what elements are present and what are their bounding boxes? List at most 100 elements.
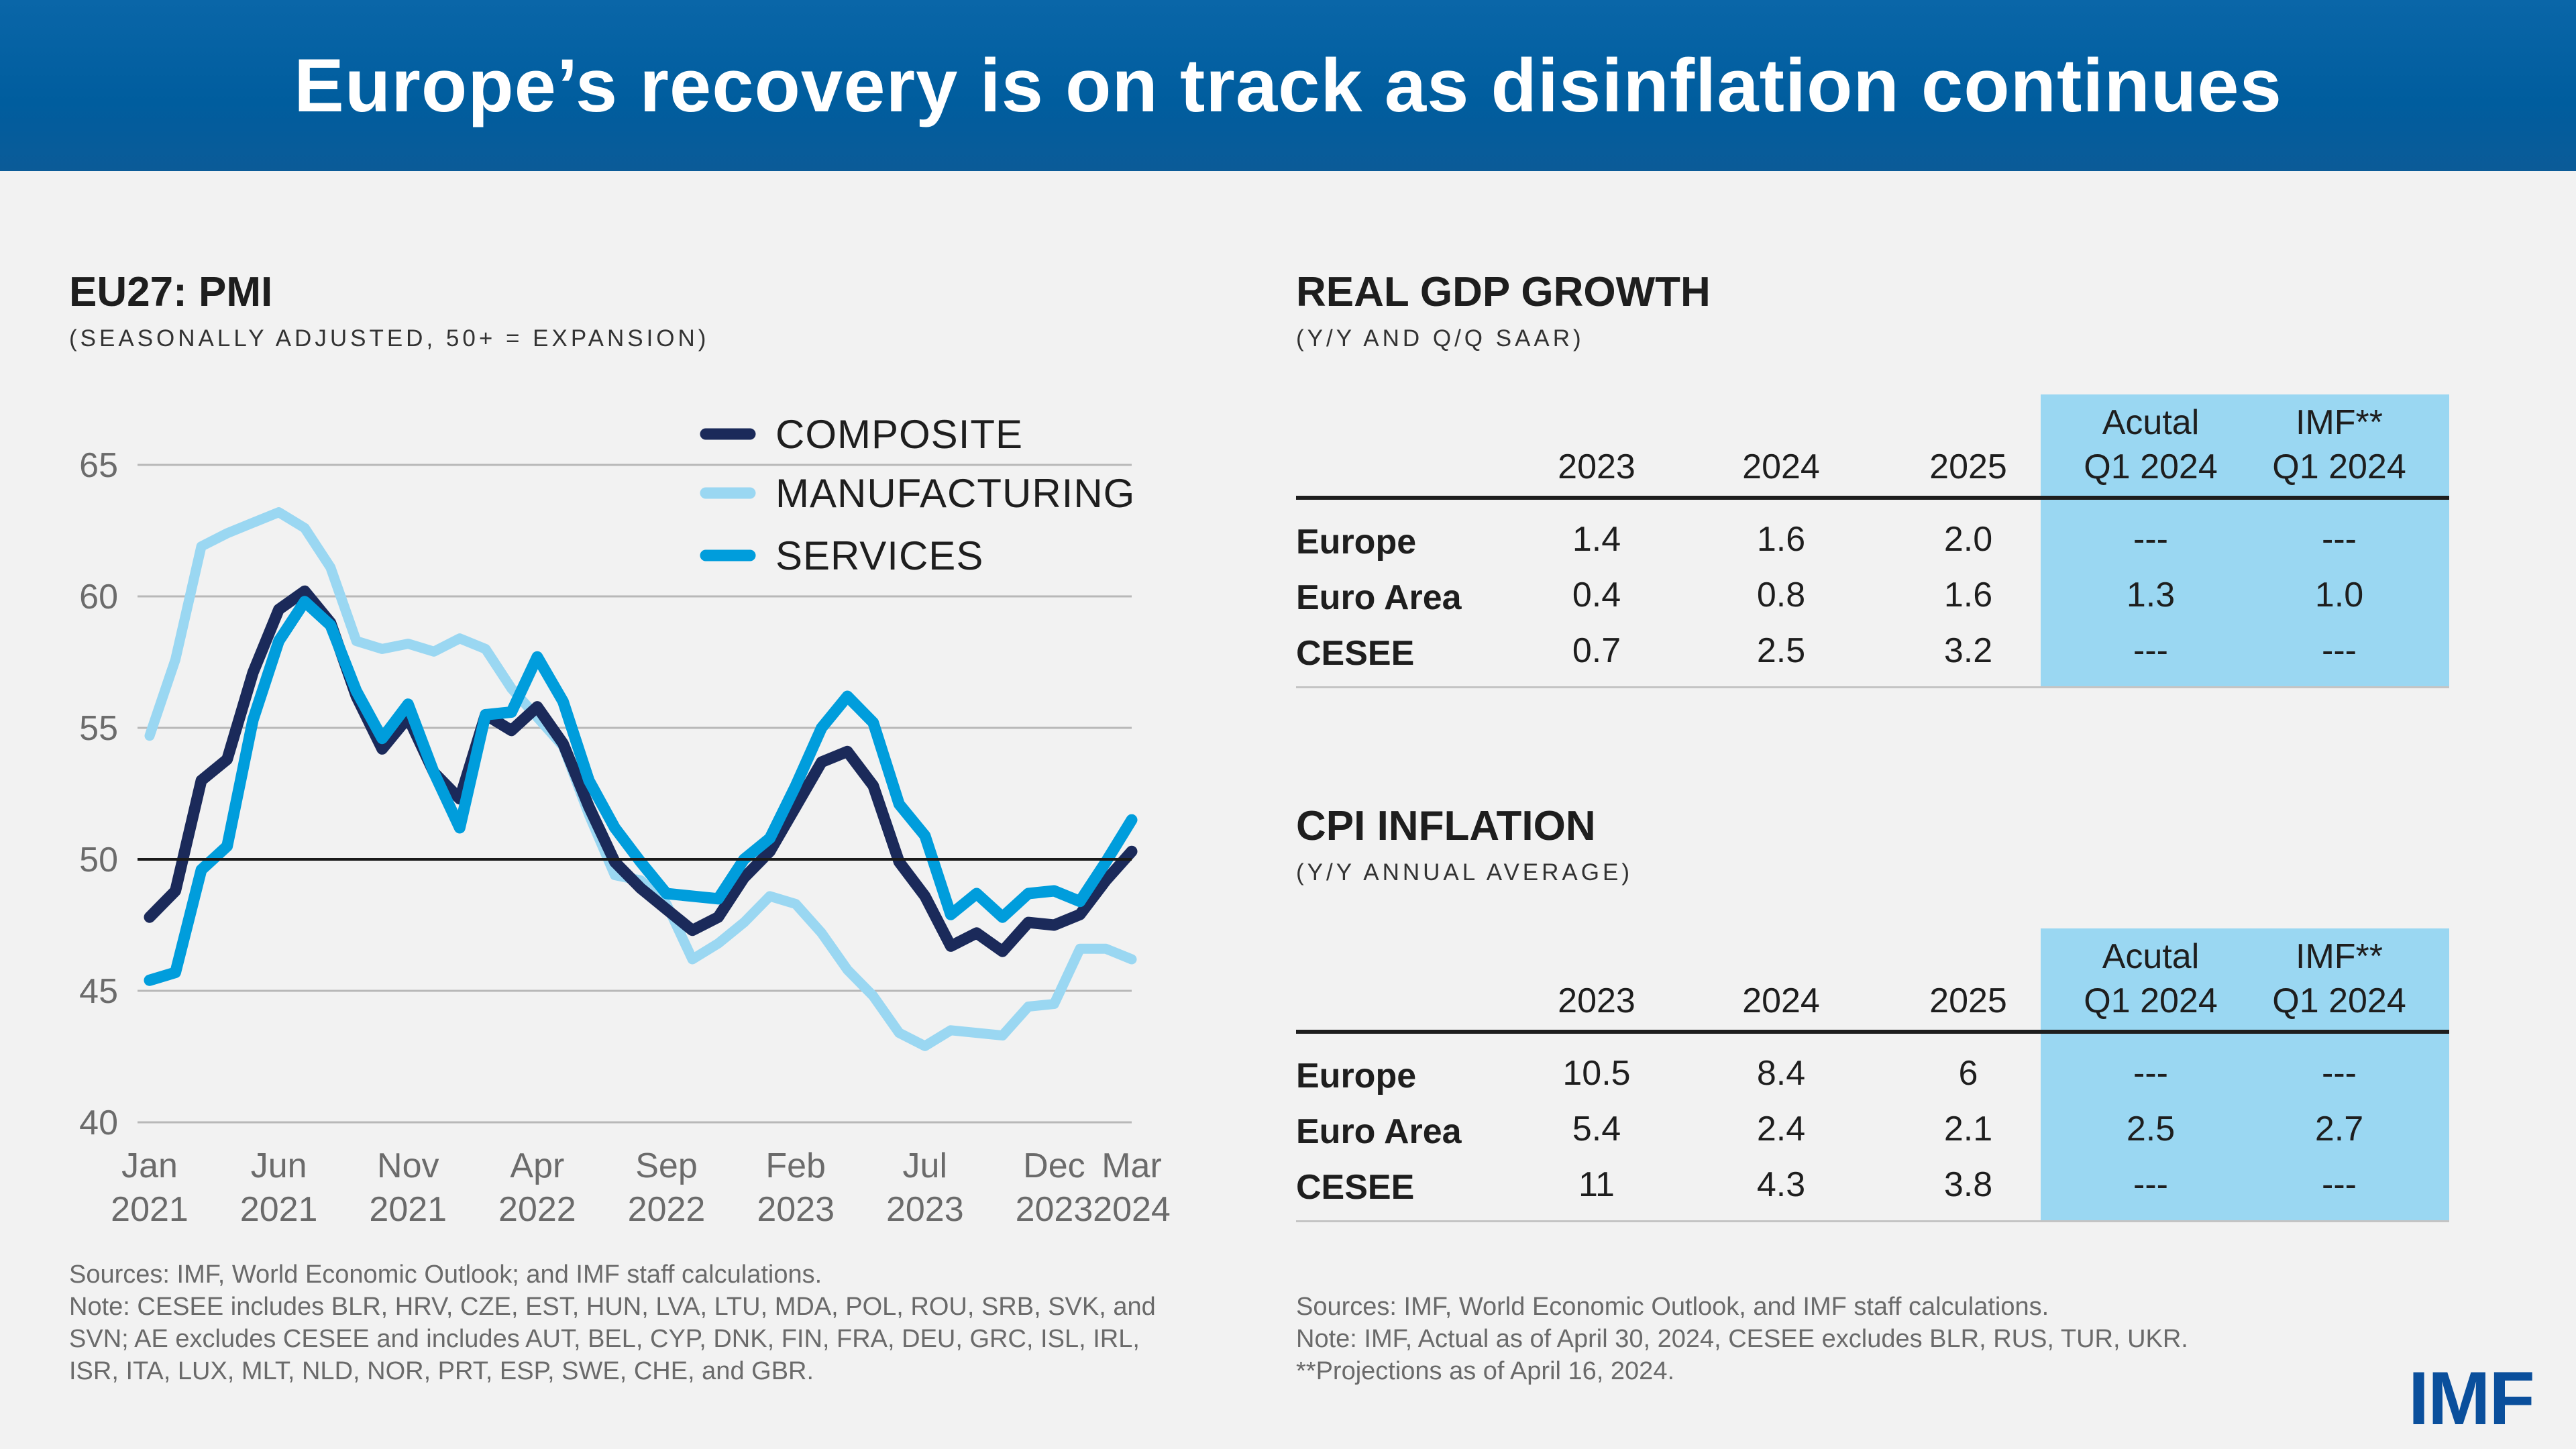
x-tick-label-month: Jul (903, 1146, 947, 1185)
cpi-table: 2023 2024 2025 Acutal Q1 2024 IMF** Q1 2024 Eur… (0, 928, 2576, 1230)
y-tick-label: 40 (79, 1104, 118, 1142)
tables-footnotes: Sources: IMF, World Economic Outlook, an… (1296, 1291, 2188, 1387)
pmi-chart-subtitle: (SEASONALLY ADJUSTED, 50+ = EXPANSION) (69, 325, 710, 352)
highlight-column-header-line2: Q1 2024 (2272, 447, 2406, 486)
row-label: Europe (1296, 1057, 1417, 1095)
table-cell: 0.4 (1572, 576, 1621, 614)
table-cell: 2.0 (1943, 520, 1993, 559)
x-tick-label-year: 2022 (498, 1190, 576, 1229)
column-header: 2024 (1742, 981, 1820, 1020)
row-label: CESEE (1296, 1168, 1415, 1207)
row-label: Europe (1296, 523, 1417, 561)
pmi-line-chart: 40 45 50 55 60 65 Jan 2021 Jun 2021 Nov 2021 Apr 2022… (79, 412, 1171, 1229)
gdp-table-title: REAL GDP GROWTH (1296, 269, 1711, 315)
tables-sources-line: Sources: IMF, World Economic Outlook, an… (1296, 1293, 2049, 1321)
header-rule (1296, 496, 2449, 500)
tables-projection-note: **Projections as of April 16, 2024. (1296, 1357, 1675, 1385)
table-cell: 3.8 (1943, 1165, 1993, 1204)
x-tick-label-year: 2023 (1016, 1190, 1093, 1229)
x-tick-label-month: Jan (121, 1146, 178, 1185)
legend-label-composite: COMPOSITE (775, 412, 1023, 457)
highlight-column-background (2041, 928, 2449, 1221)
x-tick-label-month: Nov (377, 1146, 439, 1185)
series-line-composite (144, 585, 1138, 957)
column-header: 2024 (1742, 447, 1820, 486)
table-cell: 6 (1958, 1054, 1978, 1093)
highlight-column-background (2041, 394, 2449, 687)
x-tick-label-month: Sep (635, 1146, 698, 1185)
table-cell: --- (2322, 631, 2357, 670)
highlight-column-header-line2: Q1 2024 (2084, 447, 2218, 486)
table-cell: 0.8 (1756, 576, 1806, 614)
pmi-note-line: ISR, ITA, LUX, MLT, NLD, NOR, PRT, ESP, … (69, 1357, 814, 1385)
table-cell: --- (2322, 1054, 2357, 1093)
header-rule (1296, 1030, 2449, 1034)
table-cell: 1.6 (1943, 576, 1993, 614)
pmi-chart-title: EU27: PMI (69, 269, 273, 315)
highlight-column-header-line1: IMF** (2296, 937, 2383, 976)
x-tick-label-month: Apr (510, 1146, 564, 1185)
legend-label-services: SERVICES (775, 533, 983, 578)
pmi-note-line: SVN; AE excludes CESEE and includes AUT,… (69, 1325, 1140, 1353)
series-line-services (144, 596, 1138, 986)
table-cell: 2.7 (2314, 1110, 2364, 1148)
column-header: 2025 (1929, 447, 2007, 486)
legend-label-manufacturing: MANUFACTURING (775, 471, 1135, 516)
gdp-table-subtitle: (Y/Y AND Q/Q SAAR) (1296, 325, 1585, 352)
table-cell: --- (2133, 1165, 2168, 1204)
x-tick-label-month: Mar (1102, 1146, 1162, 1185)
column-header: 2025 (1929, 981, 2007, 1020)
imf-logo: IMF (2408, 1356, 2535, 1440)
x-tick-label-year: 2021 (240, 1190, 318, 1229)
cpi-table-subtitle: (Y/Y ANNUAL AVERAGE) (1296, 859, 1633, 885)
highlight-column-header-line1: IMF** (2296, 403, 2383, 442)
y-tick-label: 55 (79, 709, 118, 748)
highlight-column-header-line1: Acutal (2102, 937, 2200, 976)
x-tick-label-year: 2024 (1093, 1190, 1171, 1229)
row-label: Euro Area (1296, 578, 1462, 617)
pmi-footnotes: Sources: IMF, World Economic Outlook; an… (69, 1258, 1156, 1387)
pmi-note-line: Note: CESEE includes BLR, HRV, CZE, EST,… (69, 1293, 1156, 1321)
y-tick-label: 50 (79, 841, 118, 879)
highlight-column-header-line2: Q1 2024 (2272, 981, 2406, 1020)
x-tick-label-year: 2021 (369, 1190, 447, 1229)
highlight-column-header-line2: Q1 2024 (2084, 981, 2218, 1020)
pmi-sources-line: Sources: IMF, World Economic Outlook; an… (69, 1260, 822, 1289)
table-cell: 8.4 (1756, 1054, 1806, 1093)
table-cell: 2.4 (1756, 1110, 1806, 1148)
table-cell: 0.7 (1572, 631, 1621, 670)
table-cell: --- (2133, 1054, 2168, 1093)
x-tick-label-month: Feb (765, 1146, 826, 1185)
header-banner (0, 0, 2576, 171)
x-tick-label-month: Dec (1023, 1146, 1085, 1185)
table-cell: 1.6 (1756, 520, 1806, 559)
table-cell: --- (2133, 520, 2168, 559)
highlight-column-header-line1: Acutal (2102, 403, 2200, 442)
table-cell: --- (2322, 520, 2357, 559)
table-cell: --- (2133, 631, 2168, 670)
table-cell: 10.5 (1562, 1054, 1631, 1093)
table-cell: 2.5 (1756, 631, 1806, 670)
row-label: Euro Area (1296, 1112, 1462, 1151)
table-cell: 5.4 (1572, 1110, 1621, 1148)
bottom-rule (1296, 686, 2449, 688)
table-cell: 1.0 (2314, 576, 2364, 614)
x-tick-label-year: 2021 (111, 1190, 189, 1229)
table-cell: 3.2 (1943, 631, 1993, 670)
table-cell: 1.4 (1572, 520, 1621, 559)
column-header: 2023 (1558, 447, 1635, 486)
table-cell: --- (2322, 1165, 2357, 1204)
row-label: CESEE (1296, 634, 1415, 673)
page-title: Europe’s recovery is on track as disinfl… (294, 44, 2282, 127)
cpi-table-title: CPI INFLATION (1296, 803, 1596, 849)
x-tick-label-year: 2023 (757, 1190, 835, 1229)
x-tick-label-month: Jun (251, 1146, 307, 1185)
y-tick-label: 65 (79, 446, 118, 485)
y-tick-label: 45 (79, 972, 118, 1011)
table-cell: 2.5 (2126, 1110, 2176, 1148)
x-tick-label-year: 2023 (886, 1190, 964, 1229)
column-header: 2023 (1558, 981, 1635, 1020)
table-cell: 1.3 (2126, 576, 2176, 614)
bottom-rule (1296, 1220, 2449, 1222)
tables-note-line: Note: IMF, Actual as of April 30, 2024, … (1296, 1325, 2188, 1353)
